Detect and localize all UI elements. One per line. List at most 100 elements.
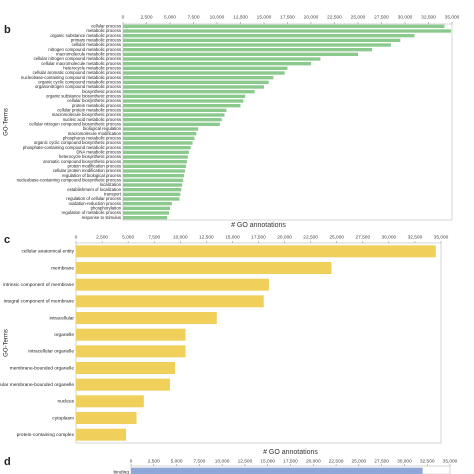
x-tick-label: 27,500 xyxy=(374,14,389,20)
bar xyxy=(123,178,184,183)
bar xyxy=(123,206,170,211)
bar xyxy=(123,117,222,122)
bar xyxy=(123,145,191,150)
bar xyxy=(123,127,199,131)
x-axis-title: # GO annotations xyxy=(263,449,318,456)
y-tick-label: cellular protein metabolic process xyxy=(57,107,121,112)
y-tick-label: cellular aromatic compound metabolic pro… xyxy=(33,70,121,75)
x-tick-label: 5,000 xyxy=(164,14,176,20)
y-tick-label: cellular biosynthetic process xyxy=(67,98,121,103)
y-tick-label: heterocycle biosynthetic process xyxy=(59,154,121,159)
bar xyxy=(123,113,225,117)
bar xyxy=(123,197,180,201)
bar xyxy=(123,108,227,113)
x-tick-label: 35,000 xyxy=(445,14,460,20)
bar xyxy=(76,262,332,274)
y-tick-label: primary metabolic process xyxy=(71,37,121,42)
y-tick-label: cellular anatomical entity xyxy=(21,249,74,255)
panel-label: b xyxy=(4,24,11,36)
bar xyxy=(76,378,170,391)
x-tick-label: 20,000 xyxy=(277,234,292,240)
x-tick-label: 32,500 xyxy=(421,14,436,20)
x-tick-label: 32,500 xyxy=(408,234,423,240)
x-tick-label: 2,500 xyxy=(148,458,160,464)
x-tick-label: 2,500 xyxy=(140,14,152,20)
bar xyxy=(123,141,193,145)
y-tick-label: cytoplasm xyxy=(52,415,74,421)
bar xyxy=(123,57,321,61)
x-tick-label: 15,000 xyxy=(225,234,240,240)
y-tick-label: phosphorus metabolic process xyxy=(63,135,121,140)
bar xyxy=(123,211,170,215)
bar xyxy=(123,169,186,173)
x-tick-label: 7,500 xyxy=(187,14,199,20)
y-tick-label: regulation of biological process xyxy=(62,173,121,178)
bar xyxy=(123,52,358,57)
y-tick-label: cellular process xyxy=(91,23,121,28)
y-tick-label: integral component of membrane xyxy=(4,299,75,305)
y-tick-label: macromolecule metabolic process xyxy=(56,51,121,56)
bar xyxy=(76,278,269,291)
bar xyxy=(123,131,197,136)
y-tick-label: organic substance metabolic process xyxy=(50,33,121,38)
x-tick-label: 10,000 xyxy=(173,234,188,240)
bar xyxy=(123,71,285,75)
y-tick-label: cellular protein modification process xyxy=(53,168,121,173)
y-tick-label: intracellular xyxy=(49,315,74,321)
y-tick-label: organic cyclic compound metabolic proces… xyxy=(38,79,121,84)
y-tick-label: macromolecule biosynthetic process xyxy=(52,112,121,117)
x-tick-label: 27,500 xyxy=(374,458,389,464)
x-tick-label: 22,500 xyxy=(329,458,344,464)
x-tick-label: 0 xyxy=(122,14,125,20)
bar xyxy=(123,164,186,169)
bar xyxy=(123,33,415,38)
y-tick-label: response to stimulus xyxy=(82,215,121,220)
bar xyxy=(123,183,183,187)
y-tick-label: organonitrogen compound metabolic proces… xyxy=(35,84,121,89)
y-tick-label: nucleobase-containing compound metabolic… xyxy=(21,75,121,80)
bar xyxy=(123,155,188,159)
bar xyxy=(76,428,127,441)
x-tick-label: 15,000 xyxy=(260,458,275,464)
y-tick-label: aromatic compound biosynthetic process xyxy=(43,159,121,164)
y-tick-label: cellular nitrogen compound biosynthetic … xyxy=(29,121,121,126)
bar xyxy=(123,99,244,103)
bar xyxy=(123,24,445,29)
y-tick-label: nucleobase-containing compound biosynthe… xyxy=(17,177,121,182)
y-tick-label: membrane xyxy=(51,265,74,271)
x-tick-label: 22,500 xyxy=(327,14,342,20)
y-tick-label: heterocycle metabolic process xyxy=(63,65,121,70)
x-tick-label: 30,000 xyxy=(397,458,412,464)
bar xyxy=(123,159,187,164)
x-tick-label: 5,000 xyxy=(171,458,183,464)
bar xyxy=(123,122,220,127)
x-tick-label: 20,000 xyxy=(306,458,321,464)
x-tick-label: 17,500 xyxy=(280,14,295,20)
bar xyxy=(76,412,137,424)
bar xyxy=(76,328,186,341)
y-tick-label: cellular nitrogen compound metabolic pro… xyxy=(34,56,121,61)
x-tick-label: 7,500 xyxy=(193,458,205,464)
x-tick-label: 25,000 xyxy=(352,458,367,464)
bar xyxy=(123,94,246,99)
x-tick-label: 30,000 xyxy=(382,234,397,240)
bar xyxy=(123,47,373,52)
y-tick-label: transport xyxy=(104,191,122,196)
bar xyxy=(123,75,274,80)
x-tick-label: 0 xyxy=(75,234,78,240)
x-tick-label: 10,000 xyxy=(215,458,230,464)
y-tick-label: phosphorylation xyxy=(91,205,122,210)
bar xyxy=(123,215,168,220)
y-tick-label: binding xyxy=(114,469,130,474)
panel-label: d xyxy=(4,456,11,468)
y-tick-label: nucleus xyxy=(57,399,74,405)
bar xyxy=(123,38,401,43)
x-tick-label: 15,000 xyxy=(257,14,272,20)
bar xyxy=(123,80,269,85)
bar xyxy=(123,201,172,206)
x-tick-label: 7,500 xyxy=(148,234,160,240)
bar xyxy=(123,85,264,89)
bar xyxy=(123,61,311,66)
x-tick-label: 2,500 xyxy=(96,234,108,240)
